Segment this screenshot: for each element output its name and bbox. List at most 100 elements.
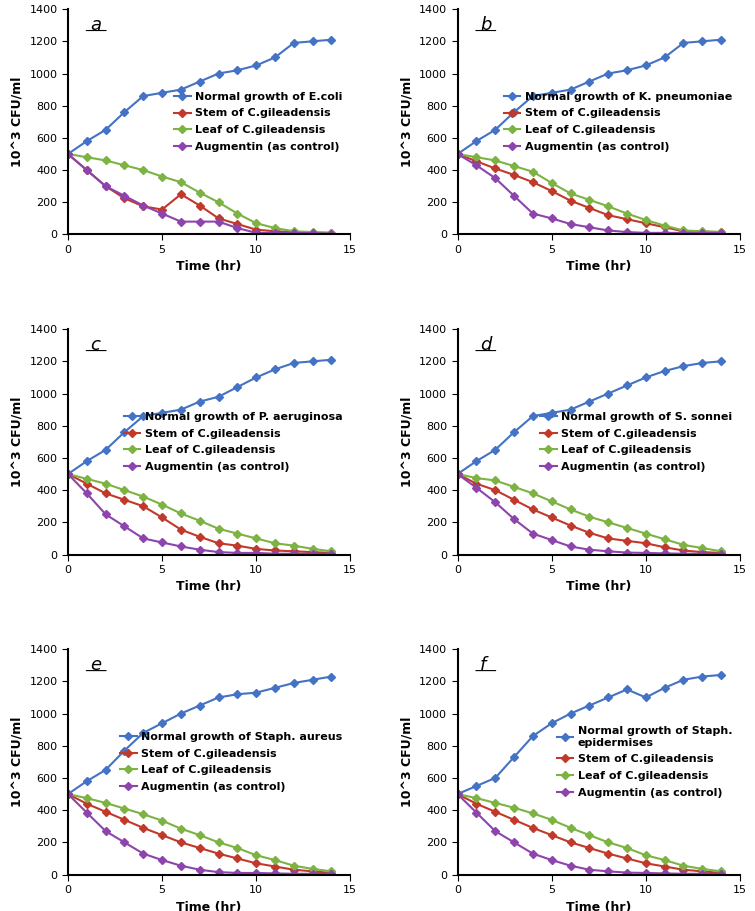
Leaf of C.gileadensis <box>547 814 556 825</box>
Leaf of C.gileadensis <box>158 499 167 510</box>
Augmentin (as control) <box>251 867 260 878</box>
Leaf of C.gileadensis <box>547 178 556 189</box>
Leaf of C.gileadensis <box>491 475 500 486</box>
Augmentin (as control) <box>472 159 481 170</box>
Leaf of C.gileadensis <box>327 865 336 876</box>
Augmentin (as control) <box>716 228 726 239</box>
Stem of C.gileadensis <box>510 169 519 180</box>
Augmentin (as control) <box>547 213 556 224</box>
Leaf of C.gileadensis <box>251 533 260 544</box>
Normal growth of K. pneumoniae <box>660 52 669 63</box>
Stem of C.gileadensis <box>716 227 726 238</box>
Line: Leaf of C.gileadensis: Leaf of C.gileadensis <box>65 471 334 554</box>
Leaf of C.gileadensis <box>196 516 205 527</box>
Leaf of C.gileadensis <box>585 511 594 522</box>
Stem of C.gileadensis <box>308 865 317 876</box>
Augmentin (as control) <box>233 222 242 233</box>
Stem of C.gileadensis <box>528 504 538 515</box>
Augmentin (as control) <box>679 548 688 559</box>
Leaf of C.gileadensis <box>453 148 462 159</box>
Y-axis label: 10^3 CFU/ml: 10^3 CFU/ml <box>11 717 24 807</box>
Augmentin (as control) <box>603 865 612 876</box>
Normal growth of P. aeruginosa <box>63 468 72 479</box>
Augmentin (as control) <box>177 216 186 227</box>
Stem of C.gileadensis <box>327 548 336 558</box>
Leaf of C.gileadensis <box>289 226 298 237</box>
Line: Stem of C.gileadensis: Stem of C.gileadensis <box>65 151 334 236</box>
Stem of C.gileadensis <box>585 202 594 213</box>
Leaf of C.gileadensis <box>270 537 279 548</box>
Augmentin (as control) <box>289 868 298 879</box>
Normal growth of Staph. aureus <box>139 727 148 738</box>
Normal growth of Staph. aureus <box>289 678 298 689</box>
Leaf of C.gileadensis <box>139 809 148 820</box>
Augmentin (as control) <box>491 496 500 507</box>
Text: f: f <box>480 656 486 674</box>
Leaf of C.gileadensis <box>622 523 631 534</box>
Normal growth of Staph. aureus <box>308 674 317 685</box>
Augmentin (as control) <box>82 488 91 499</box>
Line: Leaf of C.gileadensis: Leaf of C.gileadensis <box>455 471 724 554</box>
Stem of C.gileadensis <box>603 848 612 859</box>
Stem of C.gileadensis <box>547 186 556 197</box>
Leaf of C.gileadensis <box>120 804 129 814</box>
Leaf of C.gileadensis <box>158 815 167 826</box>
Leaf of C.gileadensis <box>233 843 242 854</box>
Augmentin (as control) <box>139 200 148 211</box>
Line: Normal growth of Staph.
epidermises: Normal growth of Staph. epidermises <box>455 672 724 797</box>
Normal growth of E.coli <box>251 60 260 71</box>
Stem of C.gileadensis <box>101 180 110 191</box>
Stem of C.gileadensis <box>660 221 669 232</box>
Augmentin (as control) <box>510 514 519 525</box>
Stem of C.gileadensis <box>453 148 462 159</box>
Augmentin (as control) <box>716 548 726 559</box>
Stem of C.gileadensis <box>491 163 500 174</box>
Normal growth of S. sonnei <box>698 357 707 368</box>
Normal growth of Staph. aureus <box>158 718 167 729</box>
Augmentin (as control) <box>289 228 298 239</box>
Leaf of C.gileadensis <box>327 228 336 239</box>
Line: Normal growth of P. aeruginosa: Normal growth of P. aeruginosa <box>65 357 334 476</box>
Normal growth of Staph. aureus <box>82 776 91 787</box>
Stem of C.gileadensis <box>82 165 91 176</box>
Leaf of C.gileadensis <box>120 485 129 496</box>
Stem of C.gileadensis <box>679 865 688 875</box>
Leaf of C.gileadensis <box>528 166 538 177</box>
Leaf of C.gileadensis <box>528 488 538 499</box>
Augmentin (as control) <box>547 855 556 865</box>
Stem of C.gileadensis <box>510 814 519 825</box>
Stem of C.gileadensis <box>698 865 707 876</box>
Leaf of C.gileadensis <box>289 540 298 551</box>
Leaf of C.gileadensis <box>510 160 519 171</box>
Augmentin (as control) <box>270 868 279 879</box>
Normal growth of E.coli <box>233 65 242 76</box>
Line: Leaf of C.gileadensis: Leaf of C.gileadensis <box>455 792 724 875</box>
Line: Stem of C.gileadensis: Stem of C.gileadensis <box>65 471 334 556</box>
Leaf of C.gileadensis <box>251 850 260 861</box>
Leaf of C.gileadensis <box>472 152 481 163</box>
Normal growth of E.coli <box>177 84 186 95</box>
Stem of C.gileadensis <box>289 227 298 238</box>
Normal growth of Staph.
epidermises <box>585 700 594 711</box>
Y-axis label: 10^3 CFU/ml: 10^3 CFU/ml <box>11 77 24 167</box>
Normal growth of P. aeruginosa <box>158 407 167 418</box>
Stem of C.gileadensis <box>289 546 298 557</box>
Normal growth of P. aeruginosa <box>270 363 279 374</box>
Stem of C.gileadensis <box>547 512 556 523</box>
Augmentin (as control) <box>472 807 481 818</box>
Leaf of C.gileadensis <box>528 808 538 819</box>
Stem of C.gileadensis <box>139 200 148 211</box>
Augmentin (as control) <box>158 208 167 219</box>
Stem of C.gileadensis <box>270 226 279 237</box>
Leaf of C.gileadensis <box>63 468 72 479</box>
Augmentin (as control) <box>453 468 462 479</box>
Augmentin (as control) <box>510 837 519 848</box>
Normal growth of Staph.
epidermises <box>472 781 481 792</box>
Normal growth of K. pneumoniae <box>528 90 538 101</box>
Leaf of C.gileadensis <box>101 797 110 808</box>
Stem of C.gileadensis <box>196 843 205 854</box>
Normal growth of S. sonnei <box>660 365 669 376</box>
Stem of C.gileadensis <box>177 837 186 848</box>
Normal growth of P. aeruginosa <box>82 456 91 466</box>
Augmentin (as control) <box>308 548 317 559</box>
